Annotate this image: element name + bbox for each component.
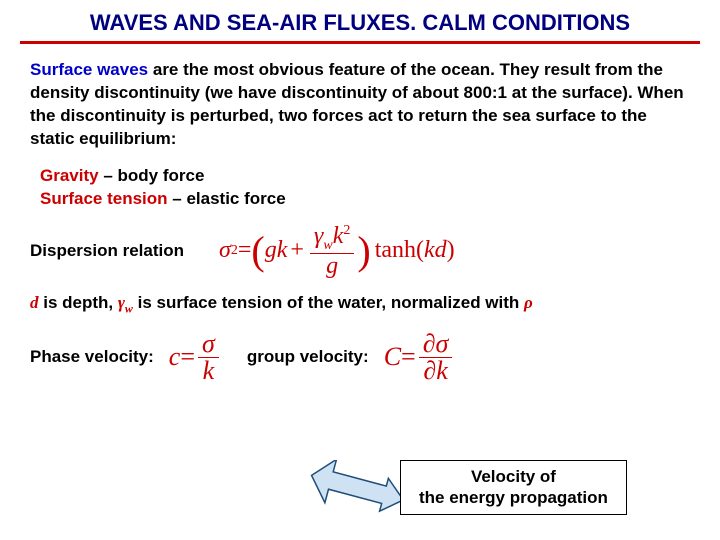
num2: σ (198, 331, 219, 358)
den3: ∂k (419, 358, 451, 384)
rparen: ) (357, 235, 370, 267)
tension-desc: – elastic force (168, 189, 286, 208)
den1: g (322, 254, 342, 278)
w-sub: w (125, 301, 133, 315)
group-formula: C = ∂σ ∂k (384, 331, 456, 384)
callout-arrow (300, 460, 410, 515)
dispersion-formula: σ2 = ( gk + γwk2 g ) tanh(kd) (219, 224, 455, 278)
den2: k (199, 358, 219, 384)
intro-paragraph: Surface waves are the most obvious featu… (30, 59, 690, 151)
sq: 2 (231, 243, 238, 259)
frac3: ∂σ ∂k (419, 331, 453, 384)
group-label: group velocity: (247, 347, 369, 367)
phase-label: Phase velocity: (30, 347, 154, 367)
tanh: tanh( (375, 237, 424, 264)
callout-box: Velocity of the energy propagation (400, 460, 627, 515)
lparen: ( (251, 235, 264, 267)
plus: + (290, 237, 304, 264)
rho-var: ρ (524, 293, 533, 312)
bullet-list: Gravity – body force Surface tension – e… (40, 166, 690, 209)
surface-waves-highlight: Surface waves (30, 60, 148, 79)
c-var: c (169, 342, 181, 372)
close-paren: ) (447, 237, 455, 264)
gravity-label: Gravity (40, 166, 99, 185)
velocity-row: Phase velocity: c = σ k group velocity: … (30, 331, 690, 384)
callout-line1: Velocity of (419, 467, 608, 487)
eq3: = (401, 342, 416, 372)
def-t2: is surface tension of the water, normali… (133, 293, 524, 312)
content-area: Surface waves are the most obvious featu… (0, 59, 720, 384)
def-t1: is depth, (39, 293, 118, 312)
page-title: WAVES AND SEA-AIR FLUXES. CALM CONDITION… (0, 0, 720, 41)
kd: kd (424, 237, 447, 264)
dispersion-row: Dispersion relation σ2 = ( gk + γwk2 g )… (30, 224, 690, 278)
frac1: γwk2 g (310, 224, 354, 278)
arrow-icon (300, 460, 410, 515)
dispersion-label: Dispersion relation (30, 241, 184, 261)
title-underline (20, 41, 700, 44)
gk: gk (265, 237, 288, 264)
sigma: σ (219, 237, 231, 264)
num3: ∂σ (419, 331, 453, 358)
phase-formula: c = σ k (169, 331, 222, 384)
callout-line2: the energy propagation (419, 488, 608, 508)
gravity-desc: – body force (99, 166, 205, 185)
eq: = (238, 237, 252, 264)
d-var: d (30, 293, 39, 312)
num1: γwk2 (310, 224, 354, 254)
bullet-gravity: Gravity – body force (40, 166, 690, 186)
bullet-surface-tension: Surface tension – elastic force (40, 189, 690, 209)
frac2: σ k (198, 331, 219, 384)
tension-label: Surface tension (40, 189, 168, 208)
cap-c-var: C (384, 342, 401, 372)
eq2: = (180, 342, 195, 372)
definition-line: d is depth, γw is surface tension of the… (30, 293, 690, 316)
gamma-var: γ (118, 293, 125, 312)
